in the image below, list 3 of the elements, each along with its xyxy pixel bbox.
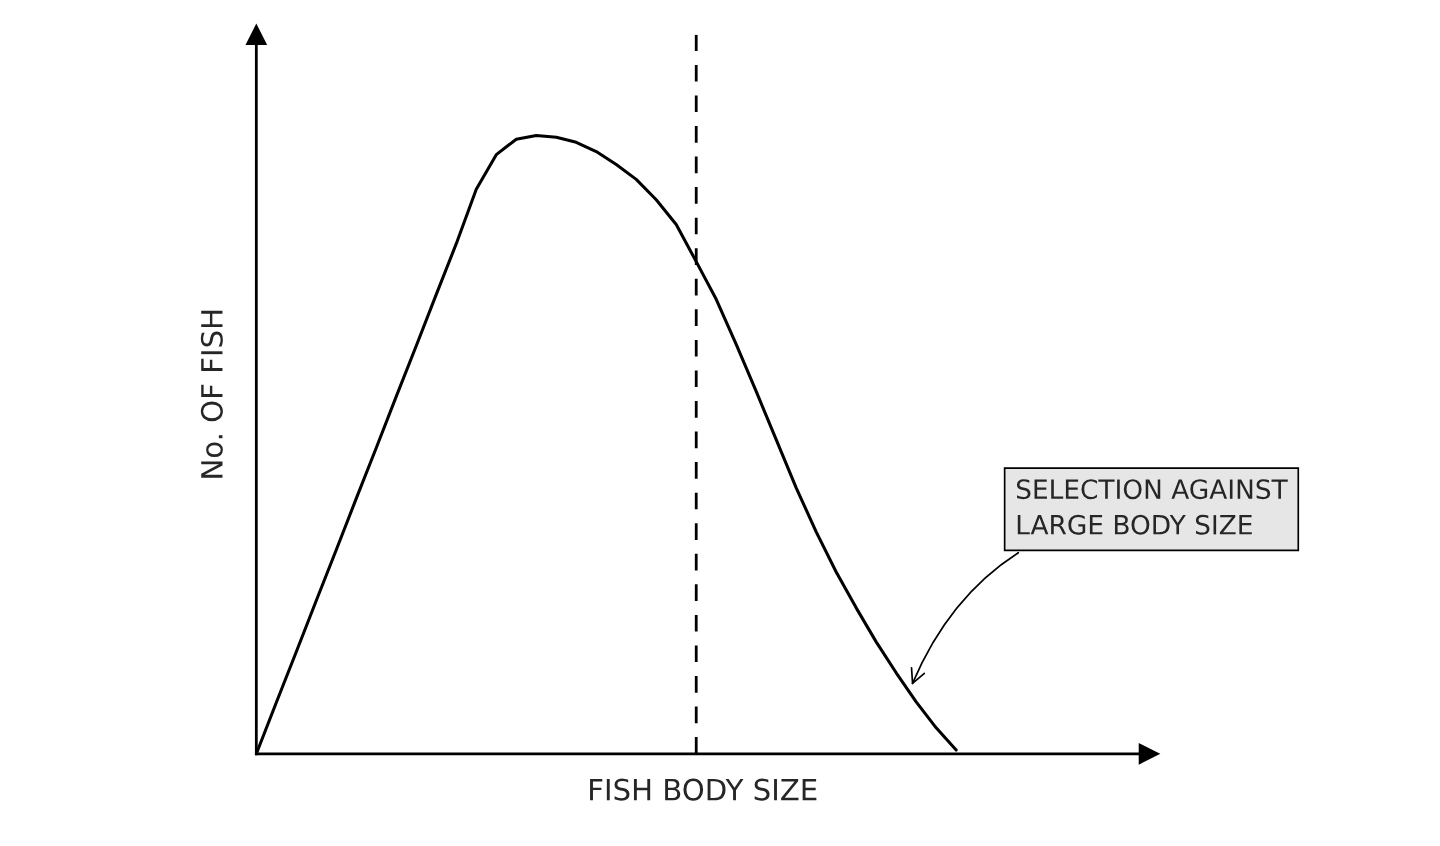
annotation: SELECTION AGAINST LARGE BODY SIZE: [1016, 479, 1288, 535]
x-axis-title: FISH BODY SIZE: [590, 778, 817, 801]
y-axis-title: No. OF FISH: [200, 310, 223, 478]
